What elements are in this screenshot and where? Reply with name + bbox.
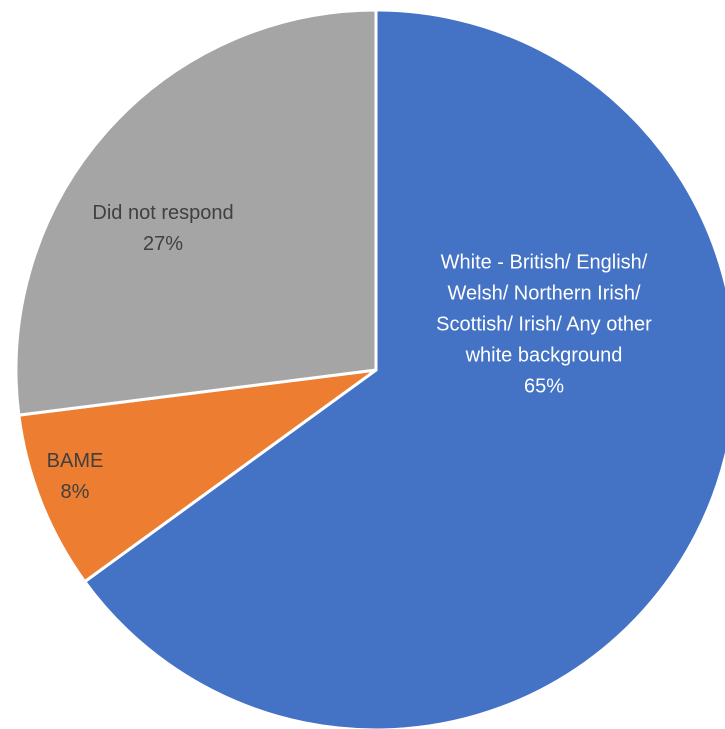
slice-value-label: 8% <box>61 481 90 503</box>
pie-slice-white-british-english <box>83 8 725 729</box>
slice-category-label: Did not respond <box>92 202 233 224</box>
slice-category-label: Welsh/ Northern Irish/ <box>447 282 640 304</box>
slice-value-label: 65% <box>524 375 564 397</box>
slice-category-label: white background <box>465 344 623 366</box>
slice-category-label: Scottish/ Irish/ Any other <box>436 313 652 335</box>
slice-label-bame: BAME 8% <box>47 450 104 503</box>
pie-slice-bame <box>17 368 378 584</box>
slice-label-white-british-english: White - British/ English/Welsh/ Northern… <box>436 251 652 397</box>
pie-slice-did-not-respond <box>14 8 378 417</box>
slice-value-label: 27% <box>143 233 183 255</box>
slice-category-label: White - British/ English/ <box>441 251 648 273</box>
slice-category-label: BAME <box>47 450 104 472</box>
slice-label-did-not-respond: Did not respond 27% <box>92 202 233 255</box>
